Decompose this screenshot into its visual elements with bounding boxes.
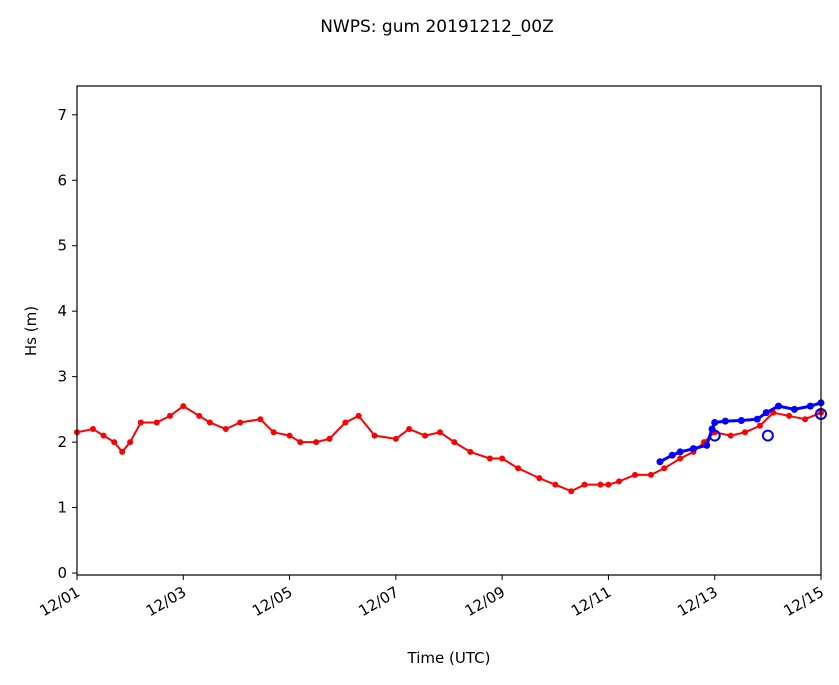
y-tick-label: 3 (57, 368, 67, 386)
data-point (689, 445, 697, 453)
y-axis: 0 1 2 3 4 5 6 7 (57, 106, 77, 582)
data-point (127, 439, 134, 446)
y-tick-label: 1 (57, 499, 67, 517)
y-tick-label: 2 (57, 433, 67, 451)
y-tick-label: 5 (57, 237, 67, 255)
data-point (286, 432, 293, 439)
data-point (605, 481, 612, 488)
data-point (762, 409, 770, 417)
data-point (270, 429, 277, 436)
data-point (196, 412, 203, 419)
x-tick-label: 12/15 (781, 583, 827, 620)
data-point (486, 455, 493, 462)
x-tick-label: 12/05 (249, 583, 295, 620)
data-point (467, 448, 474, 455)
x-axis-label: Time (UTC) (407, 649, 491, 667)
y-tick-label: 0 (57, 564, 67, 582)
data-point (647, 471, 654, 478)
y-tick-label: 7 (57, 106, 67, 124)
data-point (656, 458, 664, 466)
data-point (552, 481, 559, 488)
data-point (371, 432, 378, 439)
data-point (89, 426, 96, 433)
data-point (451, 439, 458, 446)
data-point (742, 429, 749, 436)
data-point (536, 475, 543, 482)
data-point (711, 418, 719, 426)
data-point (786, 412, 793, 419)
data-point (119, 448, 126, 455)
data-point (661, 465, 668, 472)
data-point (721, 417, 729, 425)
data-point (206, 419, 213, 426)
data-point-open (761, 429, 774, 442)
data-point (727, 432, 734, 439)
data-point (111, 439, 118, 446)
x-tick-label: 12/01 (37, 583, 83, 620)
series-line-observed (76, 404, 822, 493)
x-tick-label: 12/03 (143, 583, 189, 620)
data-point (774, 402, 782, 410)
data-point (632, 471, 638, 478)
data-point (597, 481, 604, 488)
data-point (436, 429, 443, 436)
axes-frame (76, 85, 822, 576)
data-point (222, 426, 229, 433)
data-point (753, 415, 761, 423)
plot-area (74, 399, 827, 495)
data-point (167, 412, 173, 419)
data-point (392, 435, 399, 442)
data-point (737, 417, 745, 425)
x-tick-label: 12/09 (462, 583, 508, 620)
data-point (703, 441, 711, 449)
data-point (237, 419, 244, 426)
data-point (326, 435, 333, 442)
data-point (515, 465, 522, 472)
series-observed (74, 403, 824, 495)
data-point (756, 422, 763, 429)
x-tick-label: 12/13 (674, 583, 720, 620)
data-point (668, 451, 676, 459)
y-axis-label: Hs (m) (22, 306, 40, 356)
data-point (802, 416, 809, 423)
data-point (100, 432, 107, 439)
data-point (342, 419, 349, 426)
data-point (616, 478, 623, 485)
data-point (137, 419, 144, 426)
data-point (297, 439, 304, 446)
chart-title: NWPS: gum 20191212_00Z (320, 17, 554, 37)
data-point (790, 405, 798, 413)
x-axis: 12/01 12/03 12/05 12/07 12/09 12/11 12/13 12/15 (37, 575, 827, 620)
data-point (257, 416, 264, 423)
data-point (806, 402, 814, 410)
data-point (568, 488, 575, 495)
data-point (153, 419, 160, 426)
data-point (677, 455, 684, 462)
data-point (581, 481, 588, 488)
data-point (422, 432, 429, 439)
data-point (355, 412, 362, 419)
data-point-open (708, 429, 721, 442)
x-tick-label: 12/11 (568, 583, 614, 620)
y-tick-label: 6 (57, 171, 67, 189)
y-tick-label: 4 (57, 302, 67, 320)
data-point (180, 403, 187, 410)
data-point (313, 439, 320, 446)
x-tick-label: 12/07 (355, 583, 401, 620)
series-model (656, 399, 825, 466)
data-point (499, 455, 506, 462)
data-point (406, 426, 413, 433)
data-point (676, 448, 684, 456)
